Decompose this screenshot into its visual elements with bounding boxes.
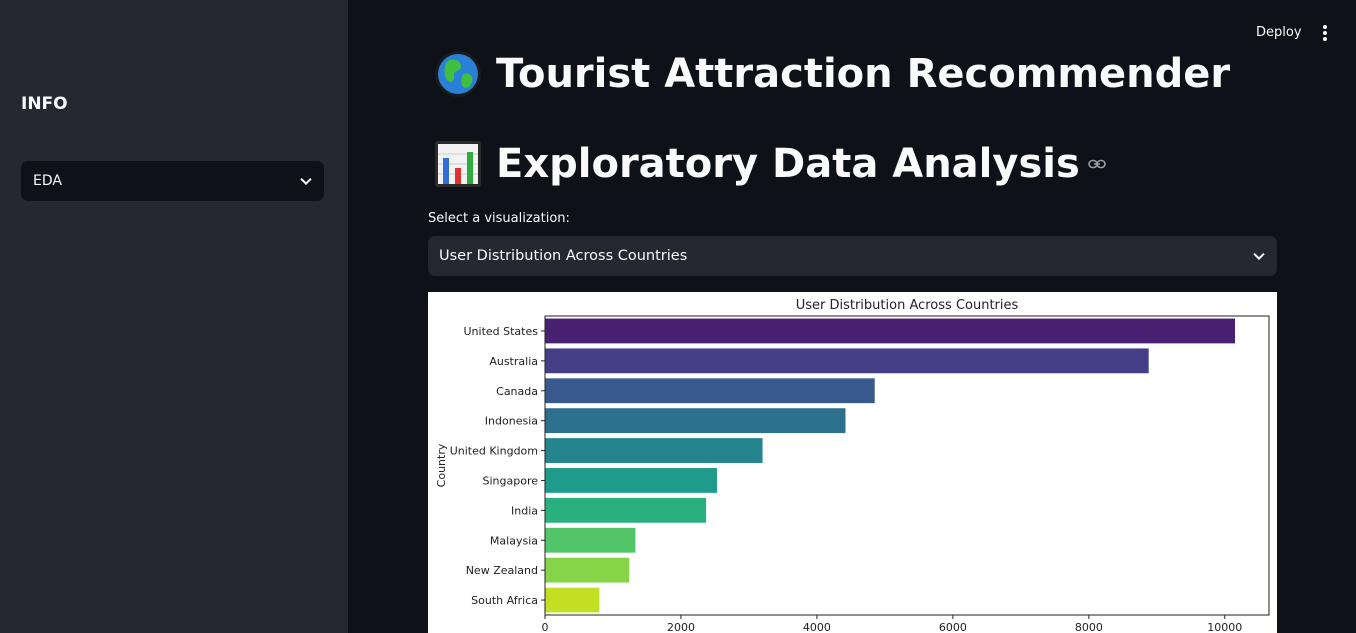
x-tick-label: 8000 — [1075, 621, 1103, 633]
bar — [545, 527, 636, 553]
y-tick-label: Canada — [496, 385, 538, 398]
sidebar-title: INFO — [21, 94, 68, 114]
deploy-button[interactable]: Deploy — [1256, 25, 1302, 40]
x-tick-label: 4000 — [803, 621, 831, 633]
y-tick-label: Malaysia — [490, 534, 538, 547]
y-tick-label: United Kingdom — [450, 445, 538, 458]
x-tick-label: 10000 — [1207, 621, 1242, 633]
bar — [545, 378, 875, 404]
section-heading-text: Exploratory Data Analysis — [496, 141, 1080, 187]
y-tick-label: New Zealand — [466, 564, 538, 577]
bar — [545, 587, 600, 613]
link-icon[interactable] — [1087, 158, 1106, 170]
bar — [545, 408, 846, 434]
bar-chart: User Distribution Across Countries United… — [435, 298, 1270, 633]
bar — [545, 497, 707, 523]
y-axis-label: Country — [435, 443, 448, 487]
y-tick-label: India — [511, 504, 538, 517]
y-tick-label: Australia — [489, 355, 538, 368]
sidebar-page-select[interactable]: EDA — [21, 161, 324, 201]
plot-frame — [544, 315, 1270, 616]
x-tick-label: 2000 — [667, 621, 695, 633]
chevron-down-icon — [300, 173, 312, 186]
y-tick-label: South Africa — [471, 594, 538, 607]
sidebar-select-value: EDA — [33, 173, 62, 189]
sidebar: INFO EDA — [0, 0, 348, 633]
chart-title: User Distribution Across Countries — [796, 298, 1019, 313]
visualization-select-label: Select a visualization: — [428, 211, 570, 226]
page-title-text: Tourist Attraction Recommender — [496, 51, 1231, 97]
y-tick-label: Singapore — [483, 474, 539, 487]
x-tick-label: 6000 — [939, 621, 967, 633]
bar — [545, 318, 1236, 344]
bar — [545, 438, 763, 463]
bar-chart-icon — [435, 141, 481, 187]
globe-icon — [435, 51, 481, 97]
page-title: Tourist Attraction Recommender — [434, 50, 1230, 98]
x-tick-label: 0 — [542, 621, 549, 633]
chart-container: User Distribution Across Countries United… — [428, 292, 1277, 633]
bar — [545, 557, 630, 583]
section-heading: Exploratory Data Analysis — [434, 140, 1106, 188]
y-tick-label: United States — [464, 325, 539, 338]
bar — [545, 348, 1149, 374]
bar — [545, 468, 717, 493]
kebab-menu-icon[interactable] — [1322, 25, 1328, 41]
chevron-down-icon — [1253, 248, 1265, 261]
y-tick-label: Indonesia — [485, 415, 538, 428]
visualization-select[interactable]: User Distribution Across Countries — [428, 236, 1277, 276]
visualization-select-value: User Distribution Across Countries — [439, 248, 688, 264]
